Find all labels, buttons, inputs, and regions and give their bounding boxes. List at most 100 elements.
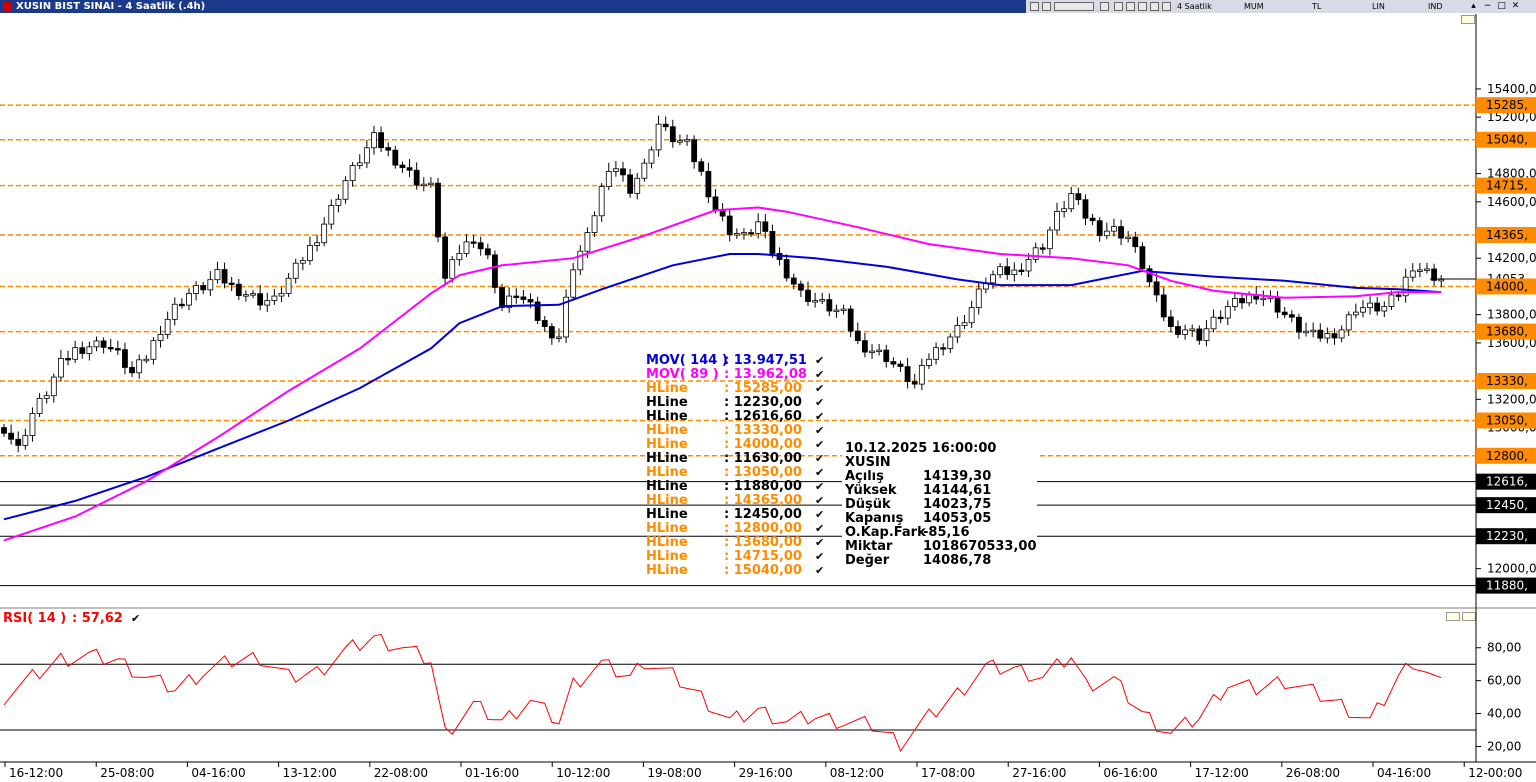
candle [1246,294,1253,304]
candle [648,149,655,164]
price-pane-button[interactable] [1461,15,1475,24]
candle [470,241,477,244]
toolbar-tool-icon[interactable] [1150,2,1159,11]
hline-label-box [1476,412,1536,429]
candle [1182,329,1188,335]
candle [1032,247,1039,260]
candle [769,231,776,254]
candle [662,123,669,128]
candle [1153,281,1160,296]
candle [1068,193,1075,210]
candle-layer [1,115,1445,453]
toolbar-tool-icon[interactable] [1100,2,1109,11]
legend-value: : 12230,00 [724,395,802,410]
time-tick-label: 17-08:00 [921,766,975,780]
candle [698,161,705,172]
legend-value: : 13.962,08 [724,367,807,382]
moving-average-line [3,253,1442,521]
check-icon: ✔ [131,612,140,625]
candle [634,177,641,194]
hline-labels: 15285, 15040, 14715, 14365, 14000, 13680, 1333… [1476,97,1536,594]
candle [484,248,491,256]
candle [1111,226,1117,232]
hline-label-box [1476,226,1536,243]
candle [883,349,890,362]
info-value: 14086,78 [923,553,991,568]
toolbar-tool-icon[interactable] [1114,2,1123,11]
candle [214,269,221,281]
info-label: O.Kap.Fark [845,525,926,540]
candle [819,299,826,302]
candle [1089,217,1096,222]
indicator-selector[interactable]: IND [1428,2,1443,11]
hline-label: 11880, [1486,579,1528,593]
check-icon: ✔ [815,410,824,423]
candle [897,363,904,368]
candle [890,361,897,365]
scale-selector[interactable]: LIN [1372,2,1385,11]
candle [107,347,114,350]
legend-value: : 12450,00 [724,507,802,522]
candle [100,340,107,348]
currency-selector[interactable]: TL [1312,2,1322,11]
hline-label: 13330, [1486,374,1528,388]
legend-value: : 14000,00 [724,437,802,452]
toolbar-tool-icon[interactable] [1126,2,1135,11]
check-icon: ✔ [815,396,824,409]
price-tick-label: 15400,00 [1487,82,1536,96]
candle [1011,269,1018,276]
legend-name: HLine [646,451,688,466]
style-selector[interactable]: MUM [1244,2,1264,11]
check-icon: ✔ [815,494,824,507]
hline-label: 12616, [1486,475,1528,489]
candle [221,269,228,284]
candle [1310,329,1317,333]
candle [1288,314,1295,318]
toolbar-tool-icon[interactable] [1042,2,1051,11]
pin-icon[interactable]: ▴ [1471,1,1476,11]
candle [641,162,648,179]
info-value: 14139,30 [923,469,991,484]
candle [684,139,690,142]
candle [1260,297,1267,301]
time-tick-label: 04-16:00 [191,766,245,780]
hline-label-box [1476,497,1536,514]
toolbar-tool-icon[interactable] [1030,2,1039,11]
candle [399,164,406,169]
candle [36,397,43,414]
close-icon[interactable]: ✕ [1511,1,1520,11]
toolbar-tool-icon[interactable] [1138,2,1147,11]
candle [72,347,79,360]
candle [271,295,278,301]
time-tick-label: 10-12:00 [556,766,610,780]
candle [499,287,505,309]
candle [178,303,185,307]
candle [1395,294,1402,297]
candle [1231,298,1238,307]
candle [492,254,498,288]
candle [755,221,762,234]
check-icon: ✔ [815,354,824,367]
rsi-pane-settings-button[interactable] [1446,612,1460,621]
candle [1388,294,1395,307]
candle [1118,226,1124,239]
maximize-icon[interactable]: □ [1497,1,1506,11]
candle [598,186,605,217]
moving-average-line [3,206,1442,542]
hline-label-box [1476,278,1536,295]
candle [1331,333,1338,339]
legend-name: HLine [646,493,688,508]
period-selector[interactable]: 4 Saatlik [1177,2,1212,11]
candle [1018,269,1025,272]
time-tick-label: 13-12:00 [283,766,337,780]
candle [143,358,150,362]
toolbar-drawing-icon[interactable] [1054,2,1094,11]
minimize-icon[interactable]: − [1483,1,1492,11]
candle [65,358,71,361]
candle [129,367,135,374]
hline-label: 15040, [1486,133,1528,147]
legend-value: : 12800,00 [724,521,802,536]
candle [1,427,7,434]
toolbar-tool-icon[interactable] [1162,2,1171,11]
